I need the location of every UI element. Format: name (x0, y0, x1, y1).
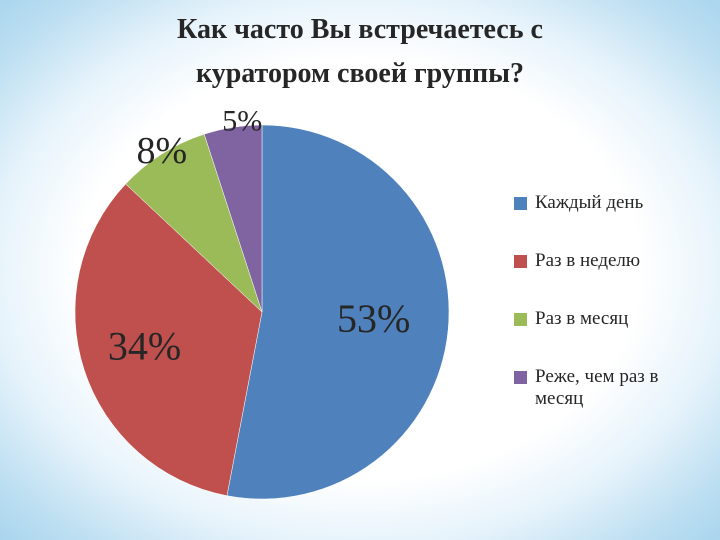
legend-label: Каждый день (535, 192, 644, 213)
legend-label: Реже, чем раз в месяц (535, 366, 659, 409)
legend-item-1: Каждый день (514, 192, 714, 214)
legend-item-2: Раз в неделю (514, 250, 714, 272)
chart-title: Как часто Вы встречаетесь с куратором св… (60, 8, 660, 96)
pie-slice-4 (203, 124, 263, 313)
pie-data-labels: 53% 34% 8% 5% (108, 104, 410, 368)
legend-swatch (514, 255, 527, 268)
pie-data-label-4: 5% (222, 104, 262, 137)
legend-item-4: Реже, чем раз в месяц (514, 366, 714, 410)
legend-swatch (514, 313, 527, 326)
pie-slice-1 (226, 124, 450, 500)
pie-slice-3 (125, 133, 263, 313)
legend-label: Раз в неделю (535, 250, 641, 271)
chart-title-line-1: Как часто Вы встречаетесь с (177, 14, 543, 45)
pie-data-label-2: 34% (108, 323, 181, 368)
pie-data-label-3: 8% (136, 130, 187, 172)
pie-slices (74, 124, 450, 500)
legend-label: Раз в месяц (535, 308, 629, 329)
legend-swatch (514, 197, 527, 210)
pie-data-label-1: 53% (337, 296, 410, 341)
legend-swatch (514, 371, 527, 384)
legend-item-3: Раз в месяц (514, 308, 714, 330)
chart-title-line-2: куратором своей группы? (195, 58, 525, 89)
pie-slice-2 (74, 183, 263, 496)
